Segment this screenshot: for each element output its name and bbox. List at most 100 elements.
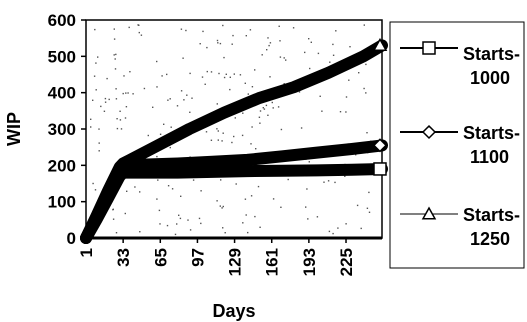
noise-dot — [210, 139, 213, 141]
noise-dot — [327, 180, 330, 182]
noise-dot — [217, 139, 219, 141]
noise-dot — [98, 142, 100, 144]
noise-dot — [119, 119, 122, 121]
noise-dot — [309, 67, 311, 70]
noise-dot — [219, 205, 221, 207]
noise-dot — [113, 38, 116, 40]
noise-dot — [179, 217, 182, 220]
noise-dot — [183, 99, 185, 101]
legend-marker-diamond — [421, 124, 437, 140]
noise-dot — [263, 108, 266, 110]
noise-dot — [201, 76, 204, 78]
noise-dot — [277, 106, 280, 108]
noise-dot — [272, 107, 274, 109]
noise-dot — [310, 41, 312, 43]
noise-dot — [244, 82, 246, 84]
plot-area — [85, 19, 383, 239]
noise-dot — [222, 24, 224, 27]
noise-dot — [337, 227, 339, 229]
noise-dot — [216, 128, 218, 130]
series-layer — [80, 37, 388, 244]
noise-dot — [95, 62, 97, 64]
noise-dot — [166, 224, 169, 227]
noise-dot — [147, 134, 149, 137]
noise-dot — [176, 105, 179, 107]
noise-dot — [90, 118, 92, 120]
noise-dot — [156, 155, 158, 158]
noise-dot — [92, 182, 94, 185]
noise-dot — [242, 222, 244, 224]
noise-dot — [92, 99, 94, 101]
noise-dot — [298, 91, 301, 93]
noise-dot — [156, 60, 158, 63]
noise-dot — [254, 69, 256, 71]
noise-dot — [132, 93, 134, 95]
noise-dot — [332, 54, 335, 56]
noise-dot — [159, 133, 162, 135]
noise-dot — [157, 179, 159, 181]
noise-dot — [250, 143, 252, 145]
noise-dot — [94, 189, 97, 191]
noise-dot — [267, 37, 269, 39]
noise-dot — [365, 92, 367, 94]
noise-dot — [344, 175, 346, 177]
noise-dot — [176, 223, 178, 225]
noise-dot — [189, 72, 191, 75]
noise-dot — [166, 73, 168, 76]
noise-dot — [283, 83, 285, 85]
noise-dot — [323, 181, 325, 183]
noise-dot — [202, 30, 204, 33]
noise-dot — [137, 24, 139, 26]
noise-dot — [95, 89, 97, 91]
noise-dot — [186, 94, 188, 96]
noise-dot — [189, 229, 192, 231]
noise-dot — [280, 206, 282, 208]
noise-dot — [259, 110, 262, 112]
noise-dot — [93, 75, 96, 77]
noise-dot — [229, 88, 231, 91]
noise-dot — [348, 79, 350, 81]
noise-dot — [180, 90, 183, 92]
noise-dot — [192, 179, 195, 181]
noise-dot — [304, 51, 306, 54]
noise-dot — [98, 150, 100, 152]
noise-dot — [278, 25, 280, 27]
noise-dot — [247, 231, 249, 234]
noise-dot — [152, 106, 154, 108]
x-axis-title: Days — [212, 301, 255, 321]
noise-dot — [182, 57, 184, 59]
noise-dot — [235, 183, 237, 185]
x-tick-label: 33 — [114, 248, 133, 267]
noise-dot — [103, 110, 106, 112]
noise-dot — [167, 185, 170, 187]
series-end-marker-square — [373, 162, 387, 176]
noise-dot — [143, 87, 146, 90]
noise-dot — [287, 178, 289, 181]
x-tick-label: 225 — [337, 248, 356, 276]
noise-dot — [178, 214, 180, 216]
noise-dot — [251, 86, 254, 88]
legend-label-1250-line1: Starts- — [463, 205, 520, 225]
legend-label-1000-line2: 1000 — [470, 68, 510, 88]
x-tick-label: 1 — [77, 248, 96, 257]
noise-dot — [241, 134, 244, 137]
noise-dot — [90, 126, 92, 128]
x-tick-label: 193 — [300, 248, 319, 276]
noise-dot — [279, 40, 281, 42]
noise-dot — [329, 61, 331, 63]
noise-dot — [269, 76, 271, 78]
y-tick-label: 400 — [48, 84, 76, 103]
noise-dot — [169, 146, 171, 149]
legend-label-1250-line2: 1250 — [470, 229, 510, 249]
noise-dot — [259, 122, 261, 124]
noise-dot — [189, 111, 191, 113]
noise-dot — [339, 111, 342, 113]
noise-dot — [206, 70, 208, 73]
noise-dot — [220, 179, 222, 181]
legend-box — [389, 21, 525, 269]
noise-dot — [223, 76, 226, 79]
noise-dot — [139, 191, 141, 193]
series-end-marker-diamond — [372, 138, 388, 153]
noise-dot — [167, 99, 169, 101]
noise-dot — [366, 207, 369, 209]
